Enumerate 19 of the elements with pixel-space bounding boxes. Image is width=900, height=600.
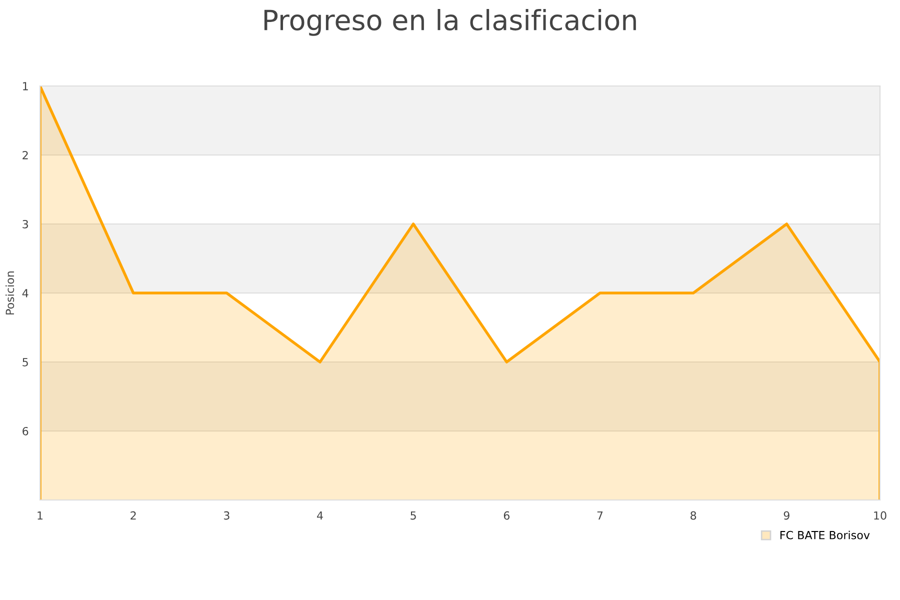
x-tick-label: 3 <box>224 511 230 520</box>
y-tick-label: 6 <box>22 426 28 436</box>
x-tick-label: 10 <box>874 511 886 520</box>
y-tick-label: 4 <box>22 289 28 298</box>
x-tick-label: 5 <box>410 511 416 520</box>
y-tick-label: 5 <box>22 358 28 366</box>
legend-label: FC BATE Borisov <box>780 530 870 540</box>
x-tick-label: 8 <box>690 511 696 520</box>
y-tick-label: 2 <box>22 150 28 160</box>
chart-title: Progreso en la clasificacion <box>264 9 636 36</box>
y-tick-label: 3 <box>22 220 28 228</box>
x-tick-label: 2 <box>130 511 136 520</box>
y-tick-label: 1 <box>23 82 28 90</box>
x-tick-label: 6 <box>504 511 510 520</box>
x-tick-label: 9 <box>784 511 790 520</box>
x-tick-label: 7 <box>597 511 603 520</box>
y-axis-title: Posicion <box>6 271 14 314</box>
x-tick-label: 1 <box>38 511 43 520</box>
x-tick-label: 4 <box>317 511 323 520</box>
